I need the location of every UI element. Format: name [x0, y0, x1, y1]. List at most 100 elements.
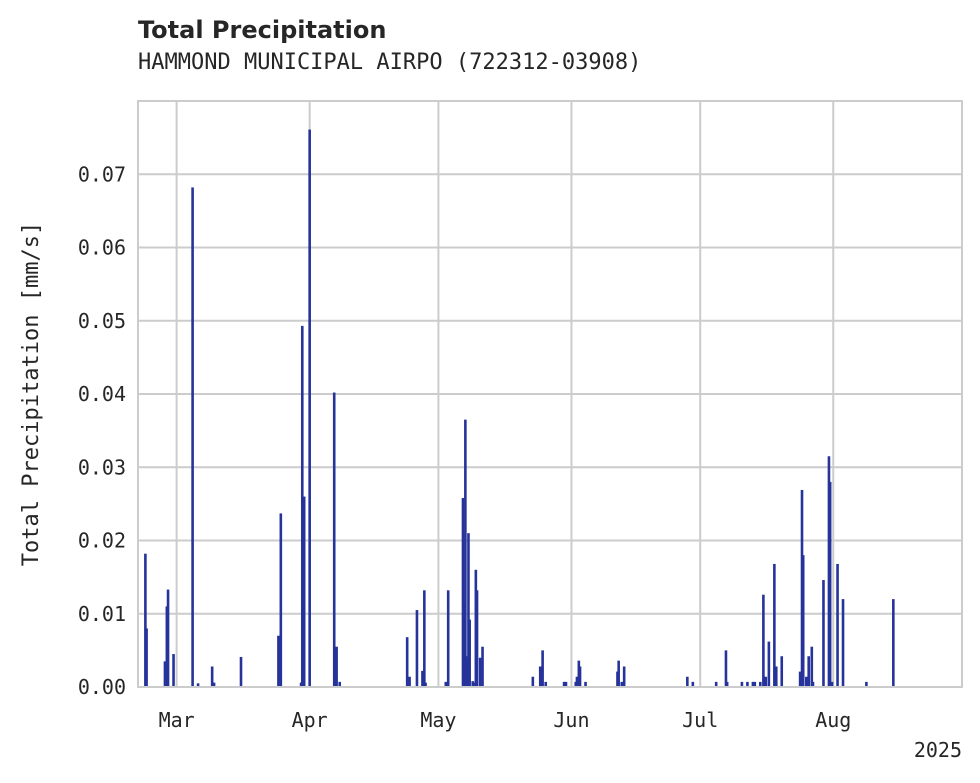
precipitation-bar — [302, 496, 306, 687]
precipitation-bar — [461, 498, 465, 687]
precipitation-bar — [758, 681, 762, 687]
precipitation-bar — [714, 681, 718, 687]
precipitation-bar — [767, 641, 771, 687]
precipitation-bar — [578, 666, 582, 687]
precipitation-bar — [801, 555, 805, 687]
precipitation-bar — [239, 656, 243, 687]
precipitation-bar — [724, 650, 728, 687]
precipitation-bar — [620, 681, 624, 687]
precipitation-bar — [691, 681, 695, 687]
precipitation-bar — [746, 681, 749, 687]
precipitation-bar — [405, 637, 409, 687]
y-tick-labels: 0.00 0.01 0.02 0.03 0.04 0.05 0.06 0.07 — [78, 162, 126, 699]
precipitation-bar — [166, 589, 170, 687]
precipitation-bar — [562, 681, 566, 687]
precipitation-bar — [408, 676, 411, 687]
precipitation-bar — [892, 599, 895, 687]
precipitation-bar — [541, 650, 544, 687]
precipitation-bar — [300, 325, 304, 687]
y-axis-label: Total Precipitation [mm/s] — [19, 222, 44, 566]
precipitation-bar — [538, 666, 542, 687]
precipitation-bar — [467, 533, 470, 687]
y-tick-label: 0.04 — [78, 382, 126, 406]
precipitation-bar — [740, 681, 744, 687]
precipitation-bar — [421, 670, 424, 687]
precipitation-bar — [686, 676, 689, 687]
x-tick-labels: Mar Apr May Jun Jul Aug — [159, 708, 852, 732]
precipitation-bar — [773, 563, 776, 687]
precipitation-bar — [423, 590, 426, 687]
precipitation-bar — [828, 481, 832, 687]
precipitation-bar — [564, 681, 568, 687]
x-tick-label: Apr — [292, 708, 328, 732]
precipitation-bar — [465, 656, 469, 687]
precipitation-bar — [191, 187, 194, 687]
x-tick-label: Aug — [815, 708, 851, 732]
plot-frame — [137, 100, 963, 688]
precipitation-bar — [584, 681, 587, 687]
precipitation-bar — [811, 681, 815, 687]
x-tick-label: Mar — [159, 708, 195, 732]
precipitation-bar — [725, 681, 729, 687]
y-tick-label: 0.05 — [78, 309, 126, 333]
precipitation-bar — [210, 666, 214, 687]
precipitation-bar — [807, 656, 810, 687]
precipitation-bar — [622, 666, 626, 687]
precipitation-bar — [472, 682, 476, 687]
x-tick-label: Jul — [682, 708, 718, 732]
precipitation-bar — [836, 563, 839, 687]
precipitation-bar — [575, 676, 579, 687]
y-tick-label: 0.00 — [78, 675, 126, 699]
precipitation-bar — [212, 682, 216, 687]
precipitation-bar — [617, 660, 620, 687]
precipitation-bar — [468, 619, 471, 687]
precipitation-bar — [144, 553, 147, 687]
precipitation-bar — [478, 657, 482, 687]
precipitation-bar — [798, 671, 802, 687]
precipitation-bar — [780, 656, 784, 687]
precipitation-bar — [753, 681, 757, 687]
x-tick-label: Jun — [553, 708, 589, 732]
y-tick-label: 0.07 — [78, 162, 126, 186]
precipitation-bar — [751, 681, 755, 687]
precipitation-bar — [335, 646, 338, 687]
precipitation-bar — [475, 590, 479, 687]
precipitation-bar — [332, 392, 336, 687]
y-tick-label: 0.06 — [78, 236, 126, 260]
precipitation-bar — [841, 599, 845, 687]
precipitation-bar — [805, 676, 808, 687]
precipitation-bar — [464, 419, 467, 687]
precipitation-bar — [145, 628, 148, 687]
chart-subtitle: HAMMOND MUNICIPAL AIRPO (722312-03908) — [138, 50, 642, 75]
chart-title: Total Precipitation — [138, 16, 387, 44]
precipitation-bar — [762, 594, 765, 687]
y-tick-label: 0.02 — [78, 529, 126, 553]
precipitation-bar — [544, 681, 548, 687]
precipitation-bar — [822, 580, 825, 687]
precipitation-bar — [163, 661, 167, 687]
precipitation-bar — [279, 513, 283, 687]
precipitation-bar — [481, 646, 484, 687]
x-offset-label: 2025 — [914, 738, 962, 762]
precipitation-bar — [415, 610, 419, 687]
precipitation-bar — [810, 646, 814, 687]
precipitation-bar — [338, 681, 342, 687]
precipitation-bar — [774, 666, 778, 687]
precipitation-bar — [865, 681, 868, 687]
y-tick-label: 0.03 — [78, 455, 126, 479]
y-tick-label: 0.01 — [78, 602, 126, 626]
precipitation-bar — [531, 676, 535, 687]
precipitation-bar — [764, 676, 768, 687]
precipitation-bar — [172, 654, 175, 687]
precipitation-bar — [277, 635, 280, 687]
precipitation-bar — [196, 683, 200, 687]
precipitation-bar — [424, 682, 427, 687]
grid-lines — [138, 101, 962, 688]
precipitation-bar — [308, 129, 311, 687]
precipitation-bar — [446, 590, 450, 687]
x-tick-label: May — [420, 708, 456, 732]
precipitation-bar — [444, 681, 448, 687]
precipitation-bar — [830, 681, 834, 687]
bar-series — [144, 129, 895, 687]
